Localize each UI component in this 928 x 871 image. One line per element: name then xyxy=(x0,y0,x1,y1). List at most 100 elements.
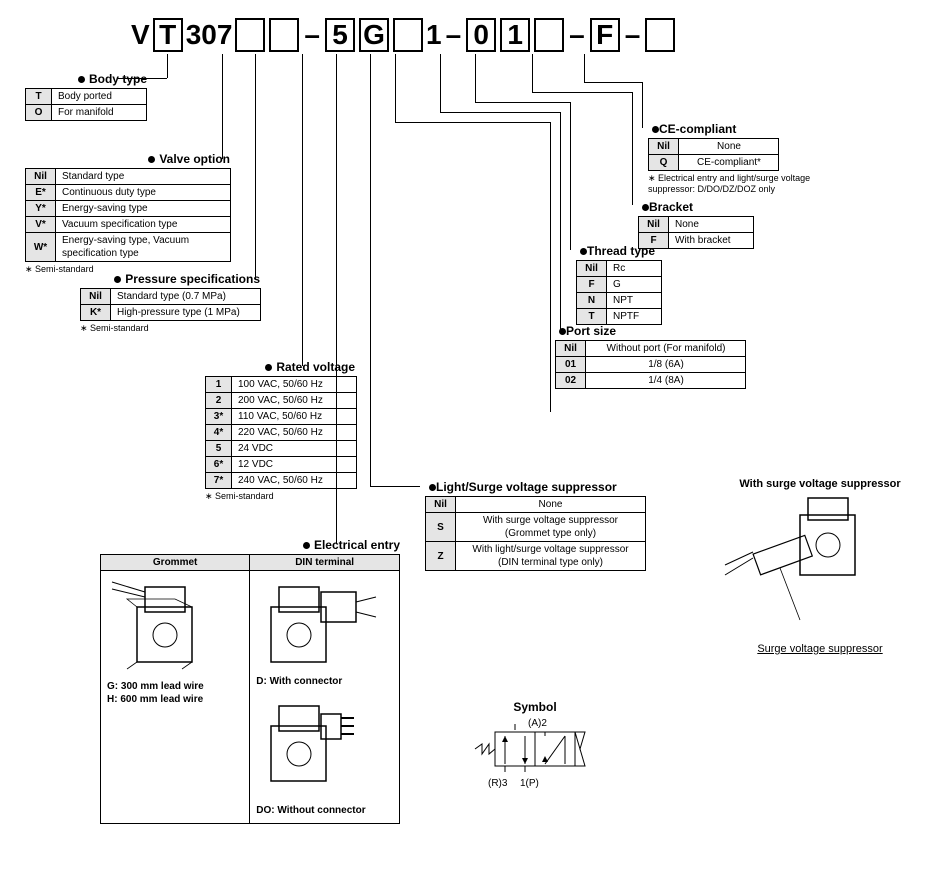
partnum-box: G xyxy=(359,18,389,52)
partnum-box: 1 xyxy=(500,18,530,52)
option-code: 7* xyxy=(206,473,232,489)
option-code: T xyxy=(26,89,52,105)
partnum-txt: V xyxy=(131,19,150,51)
valve-option-table: NilStandard typeE*Continuous duty typeY*… xyxy=(25,168,231,262)
option-code: K* xyxy=(81,305,111,321)
option-code: N xyxy=(577,293,607,309)
svg-text:1(P): 1(P) xyxy=(520,778,539,789)
option-desc: NPTF xyxy=(607,309,662,325)
port-title: Port size xyxy=(566,324,616,338)
option-code: W* xyxy=(26,233,56,262)
partnum-box xyxy=(534,18,564,52)
body-type-section: Body type TBody portedOFor manifold xyxy=(25,72,147,121)
option-desc: 100 VAC, 50/60 Hz xyxy=(232,377,357,393)
connector-line xyxy=(570,102,571,250)
bracket-section: Bracket NilNoneFWith bracket xyxy=(638,200,754,249)
option-desc: With light/surge voltage suppressor (DIN… xyxy=(456,542,646,571)
symbol-title: Symbol xyxy=(460,700,610,714)
option-desc: Without port (For manifold) xyxy=(586,341,746,357)
surge-figure-section: With surge voltage suppressor Surge volt… xyxy=(720,478,920,655)
option-desc: Rc xyxy=(607,261,662,277)
elec-entry-header-din: DIN terminal xyxy=(250,555,400,571)
option-code: 02 xyxy=(556,373,586,389)
connector-line xyxy=(255,54,256,279)
connector-line xyxy=(632,92,633,205)
option-code: Nil xyxy=(639,217,669,233)
connector-line xyxy=(302,54,303,366)
option-desc: CE-compliant* xyxy=(679,155,779,171)
surge-drawing xyxy=(720,490,900,640)
ce-section: CE-compliant NilNoneQCE-compliant* ∗ Ele… xyxy=(648,122,858,194)
option-desc: For manifold xyxy=(52,105,147,121)
port-section: Port size NilWithout port (For manifold)… xyxy=(555,324,746,389)
option-desc: Energy-saving type, Vacuum specification… xyxy=(56,233,231,262)
partnum-txt: 307 xyxy=(186,19,233,51)
option-code: T xyxy=(577,309,607,325)
partnum-txt: 1 xyxy=(426,19,442,51)
thread-table: NilRcFGNNPTTNPTF xyxy=(576,260,662,325)
valve-option-section: Valve option NilStandard typeE*Continuou… xyxy=(25,152,231,275)
option-desc: G xyxy=(607,277,662,293)
partnum-box: F xyxy=(590,18,620,52)
option-code: 3* xyxy=(206,409,232,425)
option-desc: 110 VAC, 50/60 Hz xyxy=(232,409,357,425)
option-code: 4* xyxy=(206,425,232,441)
option-desc: 200 VAC, 50/60 Hz xyxy=(232,393,357,409)
pressure-title: Pressure specifications xyxy=(125,272,260,286)
option-code: Nil xyxy=(556,341,586,357)
valve-option-title: Valve option xyxy=(159,152,230,166)
option-desc: High-pressure type (1 MPa) xyxy=(111,305,261,321)
partnum-box xyxy=(393,18,423,52)
option-code: S xyxy=(426,513,456,542)
elec-entry-table: Grommet DIN terminal G: 300 mm lead wire… xyxy=(100,554,400,824)
body-type-table: TBody portedOFor manifold xyxy=(25,88,147,121)
port-table: NilWithout port (For manifold)011/8 (6A)… xyxy=(555,340,746,389)
option-desc: 220 VAC, 50/60 Hz xyxy=(232,425,357,441)
symbol-drawing: (A)2 (R)3 1(P) xyxy=(460,714,610,804)
connector-line xyxy=(440,112,560,113)
body-type-title: Body type xyxy=(89,72,147,86)
option-desc: 24 VDC xyxy=(232,441,357,457)
connector-line xyxy=(642,82,643,128)
option-code: 2 xyxy=(206,393,232,409)
pressure-section: Pressure specifications NilStandard type… xyxy=(80,272,261,334)
voltage-table: 1100 VAC, 50/60 Hz2200 VAC, 50/60 Hz3*11… xyxy=(205,376,357,489)
elec-entry-section: Electrical entry Grommet DIN terminal G:… xyxy=(100,538,400,824)
din-do-drawing xyxy=(256,696,386,796)
connector-line xyxy=(222,54,223,159)
connector-line xyxy=(475,54,476,102)
option-code: Nil xyxy=(426,497,456,513)
option-desc: Energy-saving type xyxy=(56,201,231,217)
partnum-box: 5 xyxy=(325,18,355,52)
do-label: DO: Without connector xyxy=(256,805,365,816)
partnum-dash: – xyxy=(625,19,641,51)
option-desc: Body ported xyxy=(52,89,147,105)
suppressor-section: Light/Surge voltage suppressor NilNoneSW… xyxy=(425,480,646,571)
option-code: F xyxy=(577,277,607,293)
connector-line xyxy=(584,82,642,83)
connector-line xyxy=(475,102,570,103)
partnum-dash: – xyxy=(304,19,320,51)
option-code: Y* xyxy=(26,201,56,217)
voltage-title: Rated voltage xyxy=(276,360,355,374)
option-desc: 1/8 (6A) xyxy=(586,357,746,373)
surge-label: Surge voltage suppressor xyxy=(720,643,920,655)
partnum-box xyxy=(645,18,675,52)
elec-entry-title: Electrical entry xyxy=(314,538,400,552)
option-code: 5 xyxy=(206,441,232,457)
option-desc: With surge voltage suppressor (Grommet t… xyxy=(456,513,646,542)
option-code: Z xyxy=(426,542,456,571)
option-code: Nil xyxy=(577,261,607,277)
option-code: 1 xyxy=(206,377,232,393)
connector-line xyxy=(440,54,441,112)
option-desc: 240 VAC, 50/60 Hz xyxy=(232,473,357,489)
option-desc: Vacuum specification type xyxy=(56,217,231,233)
option-code: 01 xyxy=(556,357,586,373)
grommet-drawing xyxy=(107,577,227,672)
option-desc: 12 VDC xyxy=(232,457,357,473)
connector-line xyxy=(370,486,420,487)
connector-line xyxy=(370,54,371,486)
option-desc: With bracket xyxy=(669,233,754,249)
option-code: E* xyxy=(26,185,56,201)
thread-title: Thread type xyxy=(587,244,655,258)
